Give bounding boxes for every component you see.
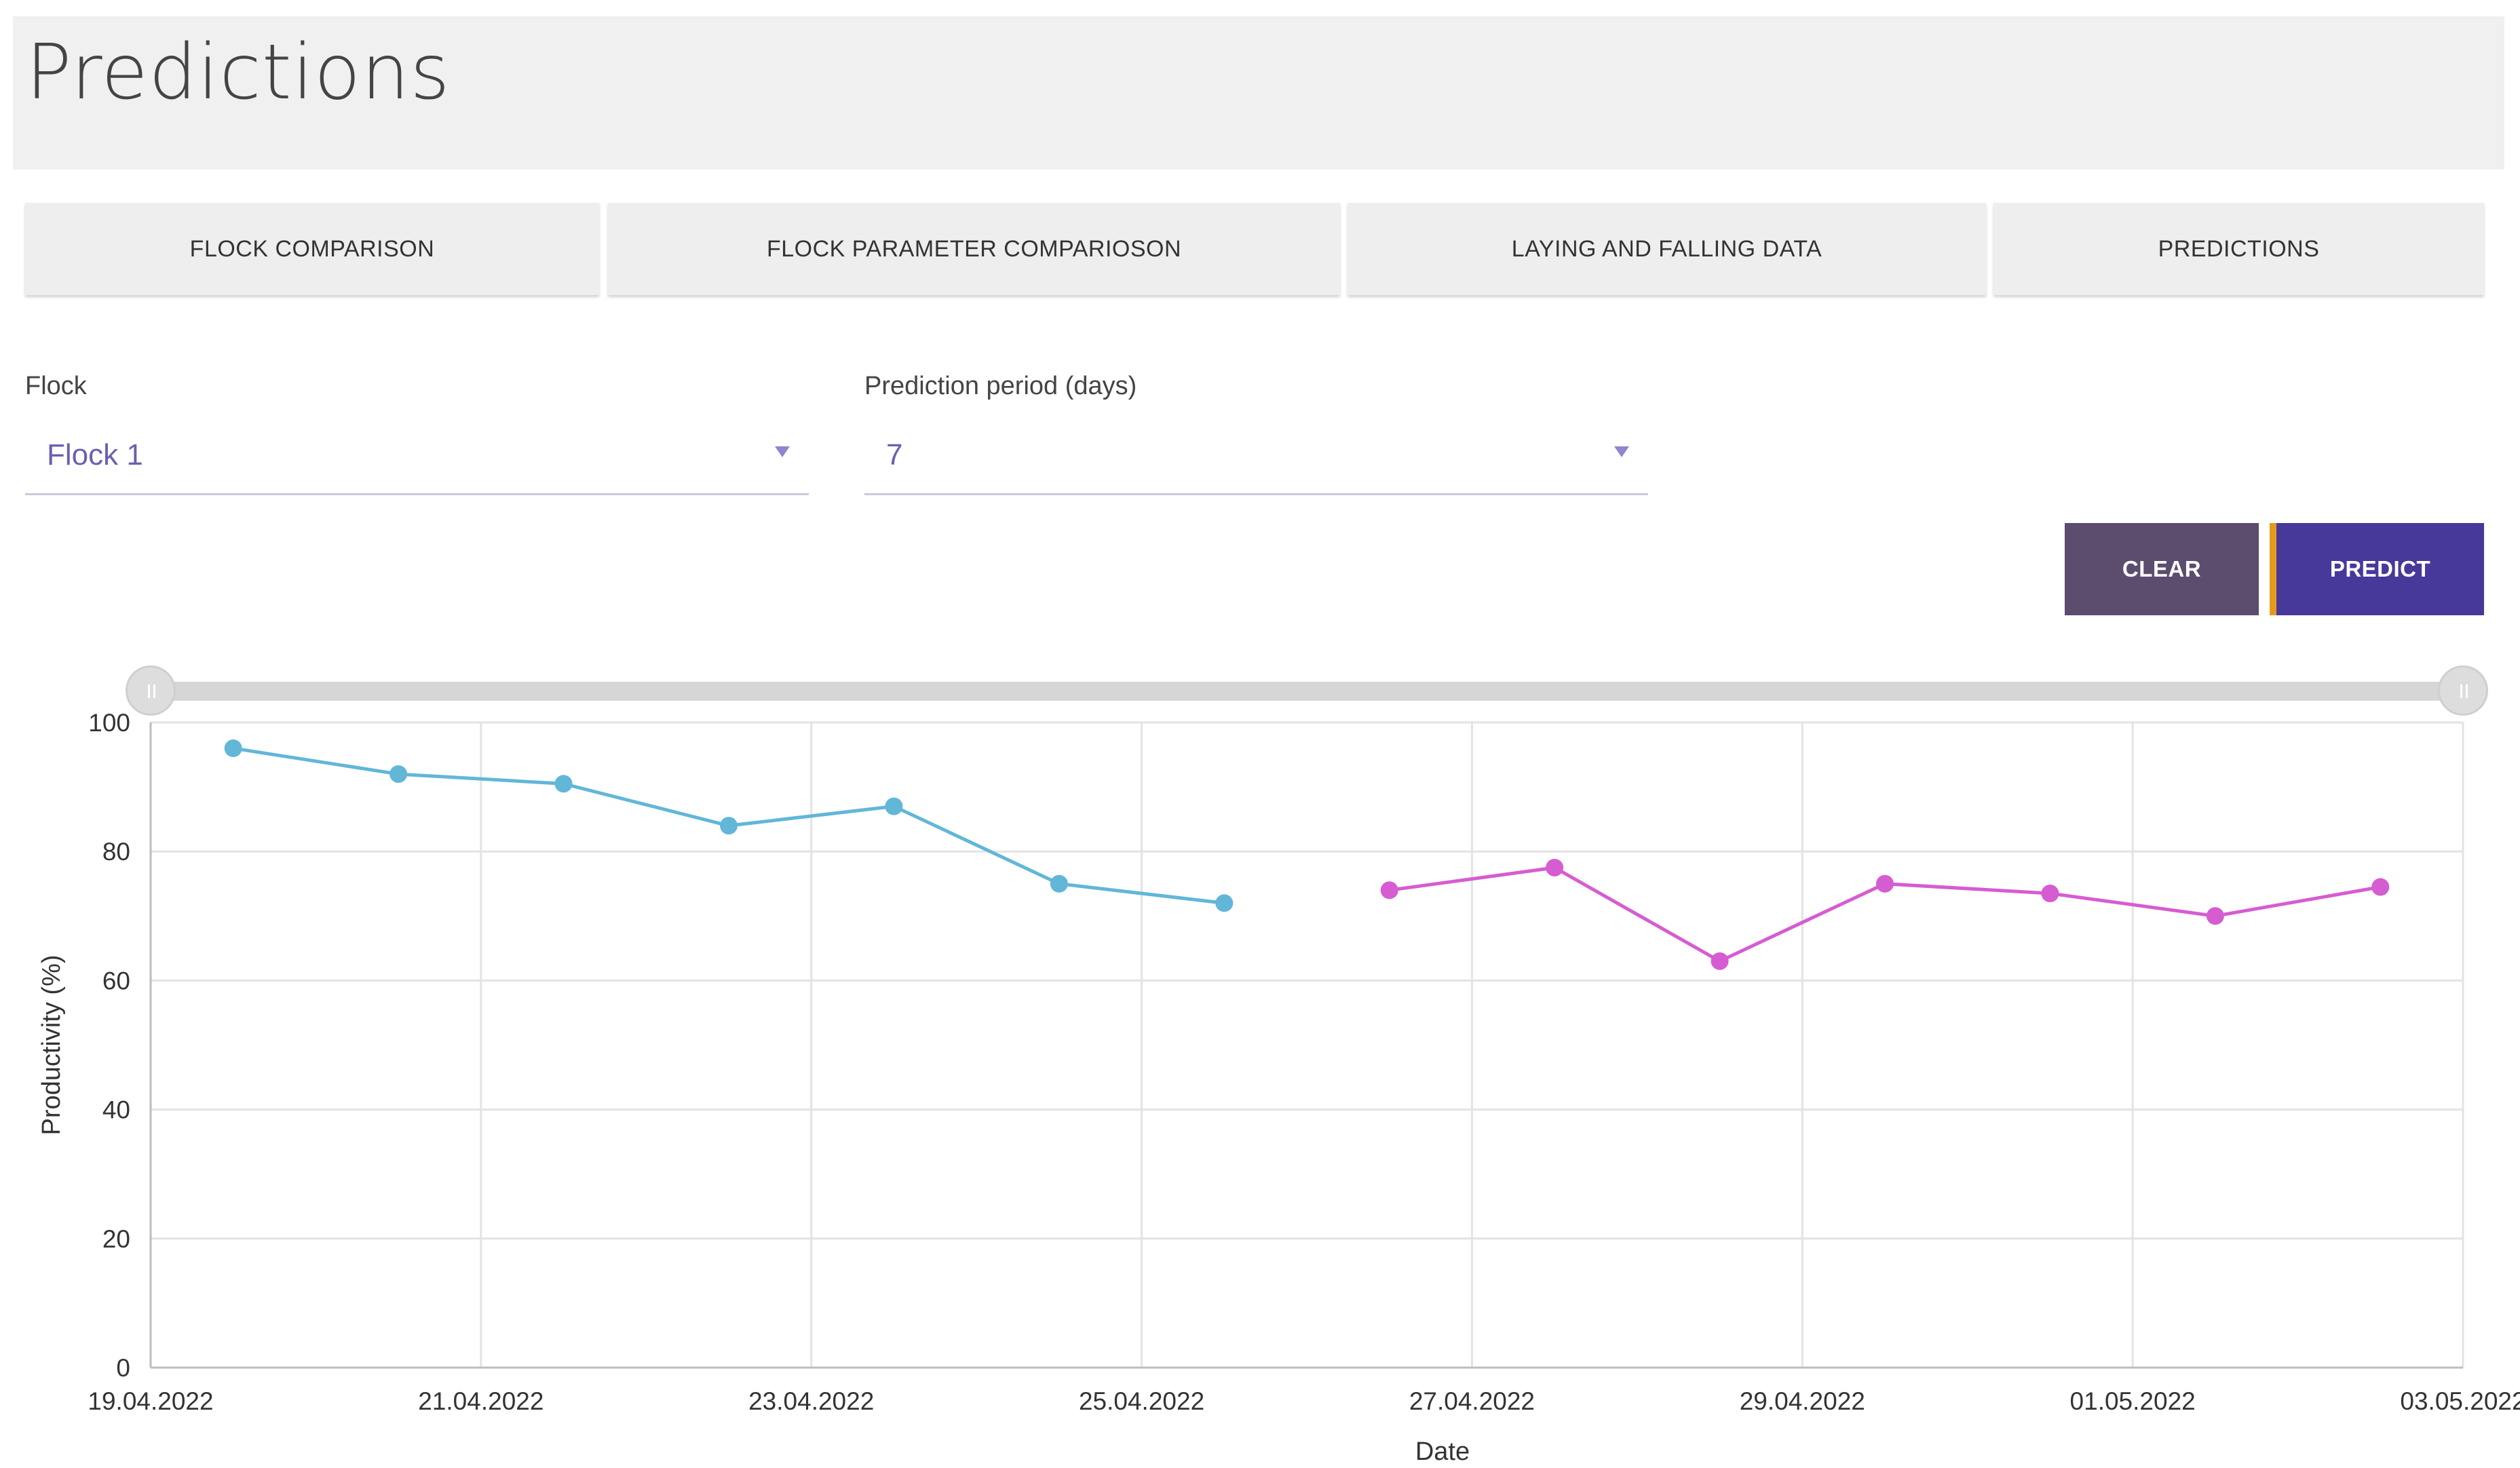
chevron-down-icon: [1614, 446, 1629, 457]
chart-grid: [149, 721, 2464, 1369]
y-tick-label: 20: [102, 1225, 130, 1253]
y-axis-title: Productivity (%): [37, 954, 66, 1135]
data-point-predicted: [1380, 881, 1398, 900]
chart-axes: [149, 722, 2463, 1369]
y-tick-label: 80: [102, 838, 130, 866]
data-point-predicted: [1876, 874, 1894, 893]
data-point-observed: [389, 765, 408, 784]
x-tick-label: 23.04.2022: [748, 1387, 874, 1415]
x-tick-label: 01.05.2022: [2070, 1387, 2196, 1415]
data-point-predicted: [2206, 907, 2224, 925]
x-tick-label: 03.05.2022: [2400, 1387, 2520, 1415]
clear-button[interactable]: CLEAR: [2065, 523, 2259, 615]
tab-flock-comparison[interactable]: FLOCK COMPARISON: [25, 203, 599, 295]
data-point-predicted: [1546, 858, 1564, 876]
data-point-predicted: [2041, 885, 2059, 903]
chart-points: [224, 739, 2390, 970]
y-tick-label: 60: [102, 967, 130, 994]
data-point-observed: [885, 797, 903, 815]
x-tick-label: 27.04.2022: [1409, 1387, 1535, 1415]
flock-label: Flock: [25, 372, 87, 400]
y-tick-label: 100: [88, 709, 130, 737]
x-tick-label: 25.04.2022: [1079, 1387, 1204, 1415]
data-point-observed: [720, 817, 738, 835]
chart-labels: 0 20 40 60 80 100 19.04.2022 21.04.2022 23.04.20…: [37, 709, 2520, 1466]
tab-laying-and-falling-data[interactable]: LAYING AND FALLING DATA: [1348, 203, 1986, 295]
data-point-observed: [1215, 894, 1234, 912]
tab-flock-parameter-comparison[interactable]: FLOCK PARAMETER COMPARIOSON: [608, 203, 1340, 295]
x-tick-label: 29.04.2022: [1740, 1387, 1865, 1415]
chart-series-lines: [233, 746, 2381, 963]
flock-select-value: Flock 1: [47, 438, 143, 471]
data-point-predicted: [1711, 952, 1729, 970]
data-point-observed: [1050, 874, 1068, 893]
data-point-predicted: [2371, 878, 2390, 896]
x-tick-label: 19.04.2022: [88, 1387, 213, 1415]
date-range-slider-track[interactable]: [151, 682, 2463, 701]
data-point-observed: [554, 775, 573, 793]
range-slider-start-handle[interactable]: [126, 665, 176, 716]
prediction-period-value: 7: [886, 438, 903, 471]
x-axis-title: Date: [1415, 1437, 1470, 1466]
flock-select[interactable]: Flock 1: [25, 421, 809, 495]
y-tick-label: 0: [116, 1354, 130, 1382]
page-title: Predictions: [26, 28, 451, 117]
tab-predictions[interactable]: PREDICTIONS: [1993, 203, 2484, 295]
prediction-period-select[interactable]: 7: [864, 421, 1648, 495]
chevron-down-icon: [775, 446, 790, 457]
range-slider-end-handle[interactable]: [2438, 665, 2488, 716]
page-header: Predictions: [13, 16, 2504, 170]
data-point-observed: [224, 739, 242, 758]
x-tick-label: 21.04.2022: [418, 1387, 543, 1415]
y-tick-label: 40: [102, 1096, 130, 1124]
predict-button[interactable]: PREDICT: [2270, 523, 2484, 615]
prediction-period-label: Prediction period (days): [864, 372, 1137, 400]
